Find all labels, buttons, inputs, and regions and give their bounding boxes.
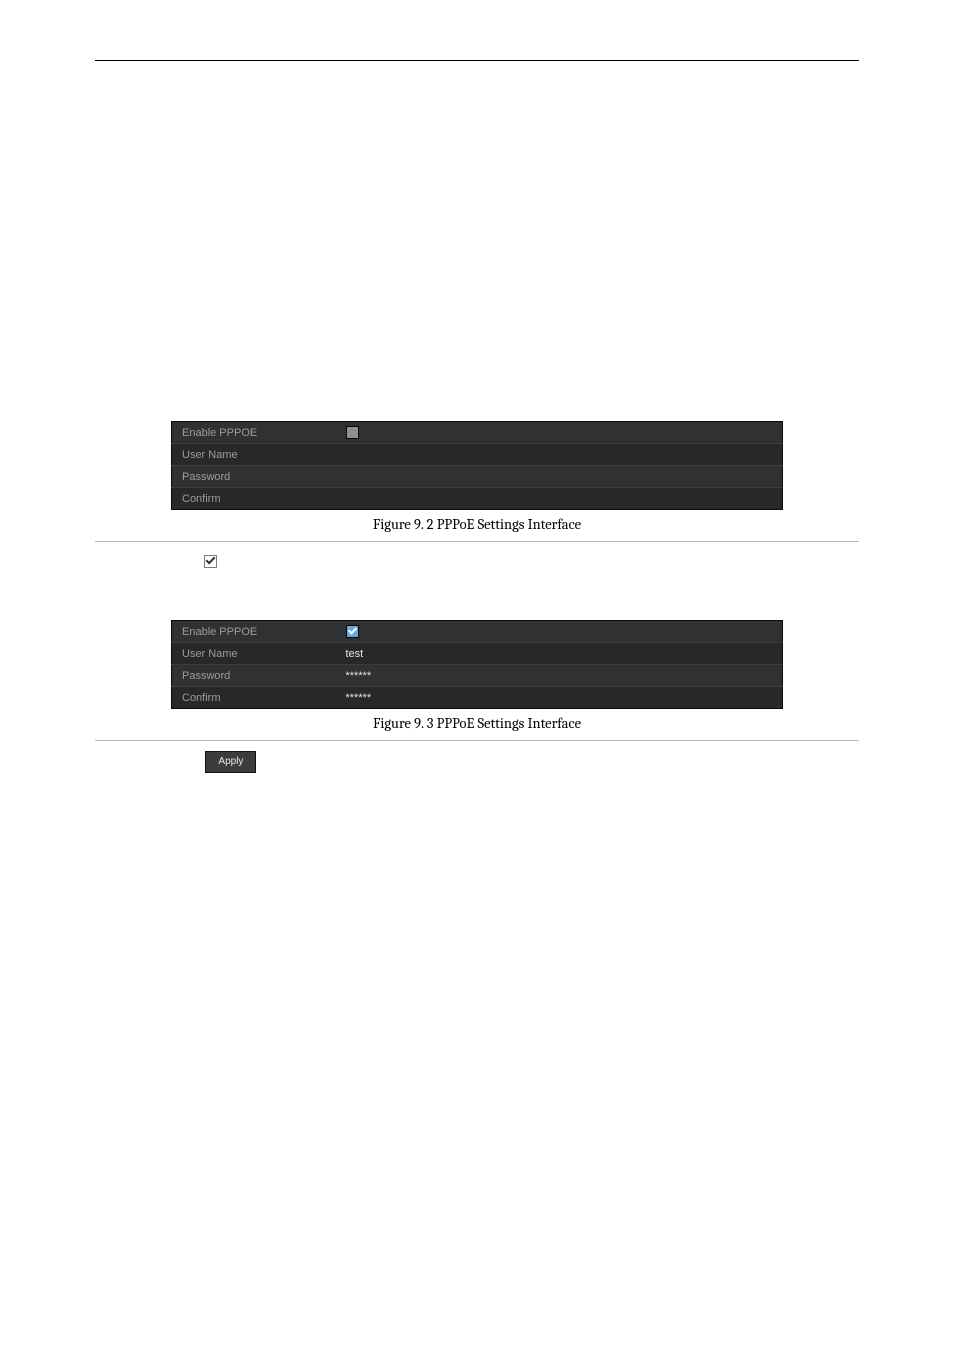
row-label: Confirm (172, 687, 342, 709)
checkbox-icon (204, 555, 217, 568)
password-field[interactable] (342, 466, 783, 488)
row-label: User Name (172, 643, 342, 665)
password-field[interactable]: ****** (342, 665, 783, 687)
row-label: Enable PPPOE (172, 621, 342, 643)
apply-button[interactable]: Apply (205, 751, 256, 773)
figure-caption-2: Figure 9. 3 PPPoE Settings Interface (95, 715, 859, 732)
separator (95, 541, 859, 542)
enable-pppoe-checkbox[interactable] (346, 625, 359, 638)
row-label: Enable PPPOE (172, 422, 342, 444)
row-label: User Name (172, 444, 342, 466)
row-value (342, 621, 783, 643)
username-field[interactable]: test (342, 643, 783, 665)
confirm-field[interactable]: ****** (342, 687, 783, 709)
username-field[interactable] (342, 444, 783, 466)
row-value (342, 422, 783, 444)
pppoe-settings-panel-checked: Enable PPPOE User Name test Password ***… (171, 620, 783, 709)
row-label: Password (172, 466, 342, 488)
row-label: Password (172, 665, 342, 687)
row-label: Confirm (172, 488, 342, 510)
enable-pppoe-checkbox[interactable] (346, 426, 359, 439)
confirm-field[interactable] (342, 488, 783, 510)
figure-caption-1: Figure 9. 2 PPPoE Settings Interface (95, 516, 859, 533)
instruction-apply: Apply (95, 751, 859, 774)
separator (95, 740, 859, 741)
pppoe-settings-panel-unchecked: Enable PPPOE User Name Password Confirm (171, 421, 783, 510)
instruction-checkbox (95, 552, 859, 572)
